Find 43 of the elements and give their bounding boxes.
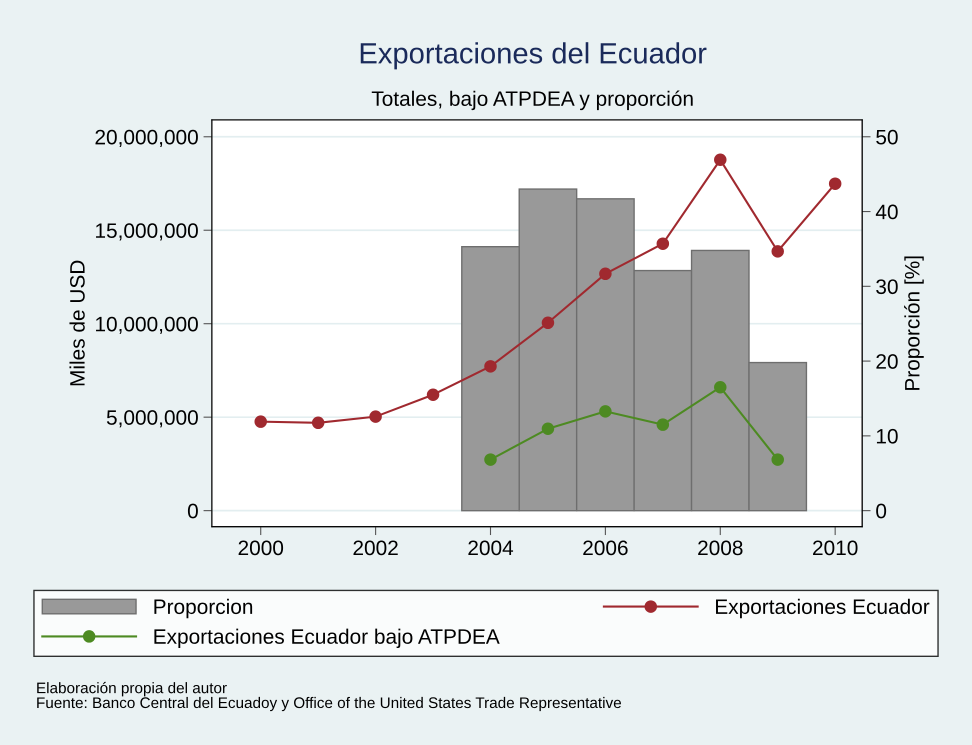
x-tick-label: 2002 — [353, 540, 398, 556]
y2-tick-label: 30 — [876, 279, 898, 294]
y-tick-label: 5,000,000 — [106, 410, 198, 428]
y2-tick-label: 50 — [876, 130, 898, 145]
y2-tick-label: 40 — [876, 204, 898, 220]
y-axis-title: Miles de USD — [69, 260, 85, 386]
text: Elaboración propia del autor — [37, 682, 227, 696]
point — [254, 415, 267, 428]
x-tick-label: 2008 — [698, 540, 743, 556]
point — [426, 388, 440, 401]
y2-tick-label: 0 — [876, 504, 886, 518]
point — [312, 416, 324, 430]
point — [599, 268, 612, 280]
y2-axis-title: Proporción [%] — [904, 256, 924, 390]
x-tick-label: 2010 — [813, 540, 858, 556]
point — [542, 422, 554, 436]
chart-subtitle: Totales, bajo ATPDEA y proporción — [372, 90, 693, 110]
y2-tick-label: 10 — [876, 428, 898, 444]
chart-title: Exportaciones del Ecuador — [360, 42, 706, 70]
x-tick-label: 2000 — [238, 540, 284, 556]
y2-tick-label: 20 — [876, 354, 898, 369]
y-tick-label: 0 — [188, 504, 198, 518]
point — [714, 154, 727, 166]
point — [714, 381, 727, 394]
y-tick-label: 10,000,000 — [96, 316, 198, 334]
point — [369, 410, 382, 423]
point — [771, 453, 784, 466]
source-note: Fuente: Banco Central del Ecuadoy y Office of the United States Trade Representative — [37, 696, 621, 712]
point — [484, 453, 497, 466]
legend-label: Exportaciones Ecuador — [716, 598, 930, 618]
legend-label: Exportaciones Ecuador bajo ATPDEA — [154, 628, 500, 648]
point — [542, 316, 554, 330]
point — [771, 245, 784, 258]
legend-label: Proporcion — [154, 598, 252, 618]
point — [656, 418, 670, 431]
point — [484, 360, 497, 373]
point — [828, 177, 842, 190]
x-tick-label: 2006 — [583, 540, 628, 556]
y-tick-label: 15,000,000 — [96, 223, 198, 240]
x-tick-label: 2004 — [468, 540, 514, 556]
point — [599, 405, 612, 418]
y-tick-label: 20,000,000 — [95, 130, 198, 147]
point — [656, 237, 670, 250]
